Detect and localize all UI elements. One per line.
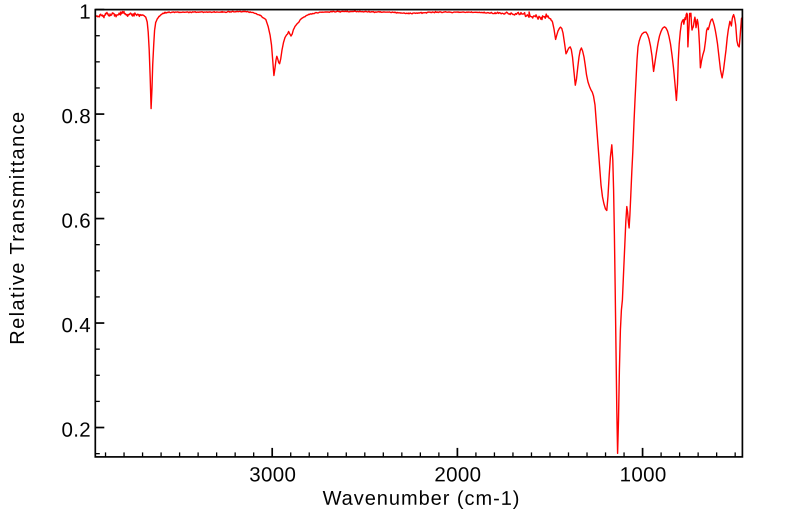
svg-text:1: 1 [79, 1, 91, 24]
svg-text:0.2: 0.2 [61, 419, 91, 442]
svg-text:2000: 2000 [434, 463, 481, 486]
svg-text:1000: 1000 [620, 463, 667, 486]
svg-text:0.8: 0.8 [61, 105, 91, 128]
svg-text:Wavenumber (cm-1): Wavenumber (cm-1) [323, 488, 521, 510]
svg-text:3000: 3000 [249, 463, 296, 486]
svg-text:Relative Transmittance: Relative Transmittance [7, 110, 29, 344]
svg-text:0.4: 0.4 [61, 314, 91, 337]
svg-text:0.6: 0.6 [61, 210, 91, 233]
